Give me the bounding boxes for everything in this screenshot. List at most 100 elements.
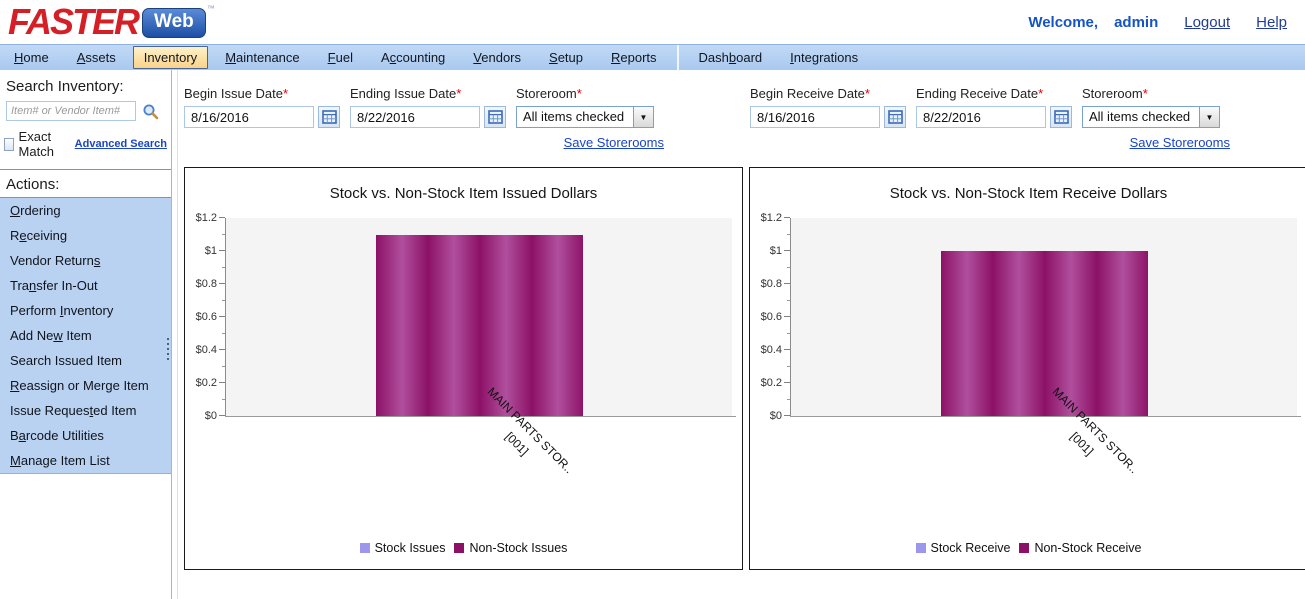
y-axis: $0$0.2$0.4$0.6$0.8$1$1.2 [185, 218, 225, 416]
chart-legend: Stock Issues Non-Stock Issues [185, 541, 742, 555]
top-header: FASTER Web ™ Welcome, admin Logout Help [0, 0, 1305, 44]
actions-heading: Actions: [0, 169, 171, 197]
save-storerooms-link-receive[interactable]: Save Storerooms [1130, 135, 1230, 150]
nav-item-integrations[interactable]: Integrations [776, 46, 872, 69]
chart-legend: Stock Receive Non-Stock Receive [750, 541, 1305, 555]
logo-text: FASTER [8, 2, 138, 42]
filter-group-issue: Begin Issue Date*Ending Issue Date*Store… [184, 86, 666, 152]
legend-label: Stock Issues [375, 541, 446, 555]
sidebar: Search Inventory: Exact Match Advanced S… [0, 70, 172, 599]
search-input[interactable] [6, 101, 136, 121]
field-ending-receive-date-receive: Ending Receive Date* [916, 86, 1072, 128]
calendar-icon[interactable] [1050, 106, 1072, 128]
calendar-icon[interactable] [484, 106, 506, 128]
field-ending-issue-date-issue: Ending Issue Date* [350, 86, 506, 128]
legend-swatch [454, 543, 464, 553]
legend-label: Stock Receive [931, 541, 1011, 555]
search-row [0, 99, 171, 125]
action-item-perform-inventory[interactable]: Perform Inventory [0, 298, 171, 323]
action-item-issue-requested-item[interactable]: Issue Requested Item [0, 398, 171, 423]
nav-item-inventory[interactable]: Inventory [133, 46, 208, 69]
y-tick-label: $0.8 [196, 278, 217, 290]
user-links: Welcome, admin Logout Help [1028, 14, 1287, 31]
action-item-barcode-utilities[interactable]: Barcode Utilities [0, 423, 171, 448]
y-tick-label: $1 [205, 245, 217, 257]
storeroom-dropdown-receive[interactable]: All items checked▼ [1082, 106, 1220, 128]
action-item-vendor-returns[interactable]: Vendor Returns [0, 248, 171, 273]
calendar-icon[interactable] [884, 106, 906, 128]
action-item-manage-item-list[interactable]: Manage Item List [0, 448, 171, 473]
y-tick-label: $0.4 [761, 344, 782, 356]
splitter-handle[interactable] [167, 338, 169, 360]
y-tick-label: $0 [770, 410, 782, 422]
field-label: Ending Receive Date* [916, 86, 1072, 101]
y-tick-label: $0.2 [761, 377, 782, 389]
ending-receive-date-input[interactable] [916, 106, 1046, 128]
legend-label: Non-Stock Issues [469, 541, 567, 555]
nav-item-setup[interactable]: Setup [535, 46, 597, 69]
field-label: Storeroom* [1082, 86, 1220, 101]
chevron-down-icon[interactable]: ▼ [1199, 107, 1219, 127]
ending-issue-date-input[interactable] [350, 106, 480, 128]
action-item-ordering[interactable]: Ordering [0, 198, 171, 223]
nav-item-accounting[interactable]: Accounting [367, 46, 459, 69]
plot-area: MAIN PARTS STOR..[001] [790, 218, 1297, 416]
chevron-down-icon[interactable]: ▼ [633, 107, 653, 127]
save-storerooms-link-issue[interactable]: Save Storerooms [564, 135, 664, 150]
nav-item-assets[interactable]: Assets [63, 46, 130, 69]
calendar-icon[interactable] [318, 106, 340, 128]
nav-item-vendors[interactable]: Vendors [459, 46, 535, 69]
y-tick-label: $1 [770, 245, 782, 257]
exact-match-row: Exact Match Advanced Search [0, 125, 171, 167]
y-tick-label: $0.2 [196, 377, 217, 389]
y-tick-label: $0 [205, 410, 217, 422]
y-tick-label: $0.8 [761, 278, 782, 290]
legend-swatch [916, 543, 926, 553]
advanced-search-link[interactable]: Advanced Search [75, 138, 167, 150]
charts-row: Stock vs. Non-Stock Item Issued Dollars$… [184, 167, 1305, 570]
action-item-transfer-in-out[interactable]: Transfer In-Out [0, 273, 171, 298]
y-axis: $0$0.2$0.4$0.6$0.8$1$1.2 [750, 218, 790, 416]
faster-web-logo: FASTER Web ™ [8, 2, 215, 42]
field-label: Begin Receive Date* [750, 86, 906, 101]
y-tick-label: $1.2 [761, 212, 782, 224]
nav-item-reports[interactable]: Reports [597, 46, 671, 69]
filter-group-receive: Begin Receive Date* Ending Receive Date* S… [750, 86, 1232, 152]
y-tick-label: $0.4 [196, 344, 217, 356]
help-link[interactable]: Help [1256, 14, 1287, 31]
nav-item-maintenance[interactable]: Maintenance [211, 46, 313, 69]
storeroom-dropdown-issue[interactable]: All items checked▼ [516, 106, 654, 128]
legend-label: Non-Stock Receive [1034, 541, 1141, 555]
main-navbar: HomeAssetsInventoryMaintenanceFuelAccoun… [0, 44, 1305, 70]
chart-stock-vs-non-stock-item-issued-dollars: Stock vs. Non-Stock Item Issued Dollars$… [184, 167, 743, 570]
action-item-search-issued-item[interactable]: Search Issued Item [0, 348, 171, 373]
exact-match-checkbox[interactable] [4, 138, 14, 151]
y-tick-label: $1.2 [196, 212, 217, 224]
action-item-reassign-or-merge-item[interactable]: Reassign or Merge Item [0, 373, 171, 398]
logout-link[interactable]: Logout [1184, 14, 1230, 31]
legend-item-stock-issues: Stock Issues [360, 541, 446, 555]
chart-stock-vs-non-stock-item-receive-dollars: Stock vs. Non-Stock Item Receive Dollars… [749, 167, 1305, 570]
nav-item-dashboard[interactable]: Dashboard [685, 46, 777, 69]
bar-non-stock-receive[interactable] [941, 251, 1148, 416]
begin-issue-date-input[interactable] [184, 106, 314, 128]
action-item-add-new-item[interactable]: Add New Item [0, 323, 171, 348]
legend-swatch [1019, 543, 1029, 553]
dropdown-value: All items checked [517, 107, 633, 127]
action-item-receiving[interactable]: Receiving [0, 223, 171, 248]
begin-receive-date-input[interactable] [750, 106, 880, 128]
search-icon[interactable] [142, 103, 159, 120]
logo-trademark: ™ [207, 4, 215, 13]
legend-swatch [360, 543, 370, 553]
main-content: Begin Issue Date*Ending Issue Date* Store… [177, 70, 1305, 599]
bar-non-stock-issues[interactable] [376, 235, 583, 417]
field-begin-issue-date-issue: Begin Issue Date* [184, 86, 340, 128]
field-begin-receive-date-receive: Begin Receive Date* [750, 86, 906, 128]
chart-title: Stock vs. Non-Stock Item Issued Dollars [185, 168, 742, 218]
welcome-label: Welcome, [1028, 14, 1098, 31]
actions-list: OrderingReceivingVendor ReturnsTransfer … [0, 197, 171, 474]
nav-item-home[interactable]: Home [0, 46, 63, 69]
logo-web-badge: Web [142, 8, 206, 38]
y-tick-label: $0.6 [761, 311, 782, 323]
nav-item-fuel[interactable]: Fuel [314, 46, 367, 69]
